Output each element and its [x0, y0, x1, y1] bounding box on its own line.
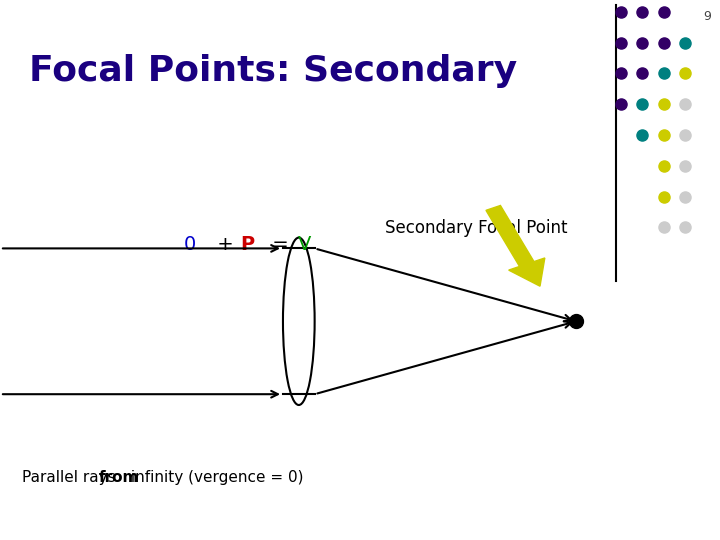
Text: V: V	[297, 235, 311, 254]
Text: Focal Points: Secondary: Focal Points: Secondary	[29, 54, 517, 88]
Text: Secondary Focal Point: Secondary Focal Point	[385, 219, 567, 237]
Text: 0: 0	[184, 235, 196, 254]
Text: P: P	[240, 235, 254, 254]
Text: Parallel rays: Parallel rays	[22, 470, 120, 485]
Text: +: +	[211, 235, 240, 254]
Text: =: =	[266, 235, 295, 254]
FancyArrow shape	[486, 206, 545, 286]
Text: from: from	[99, 470, 139, 485]
Text: 9: 9	[703, 10, 711, 23]
Text: infinity (vergence = 0): infinity (vergence = 0)	[126, 470, 304, 485]
